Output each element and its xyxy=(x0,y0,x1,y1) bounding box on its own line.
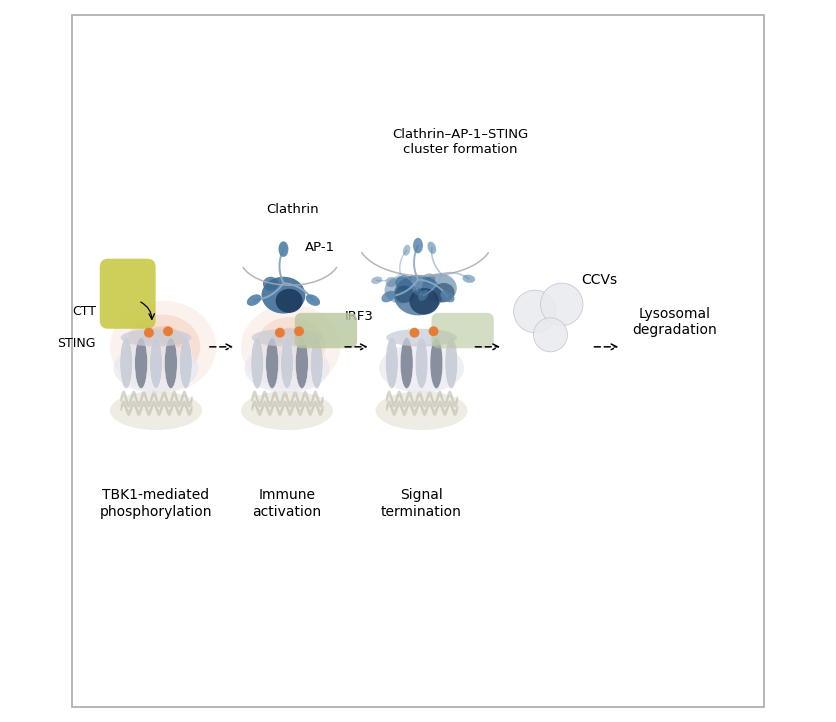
Ellipse shape xyxy=(244,343,329,393)
Text: Signal
termination: Signal termination xyxy=(381,489,462,518)
Ellipse shape xyxy=(241,391,333,430)
Ellipse shape xyxy=(421,274,456,303)
Ellipse shape xyxy=(423,274,436,284)
Ellipse shape xyxy=(381,291,395,303)
Circle shape xyxy=(429,326,439,336)
Ellipse shape xyxy=(462,274,475,283)
Ellipse shape xyxy=(268,328,313,366)
Ellipse shape xyxy=(135,338,147,388)
Ellipse shape xyxy=(150,338,162,388)
Ellipse shape xyxy=(110,301,217,393)
Ellipse shape xyxy=(180,338,192,388)
Ellipse shape xyxy=(278,241,288,257)
Ellipse shape xyxy=(445,338,457,388)
Ellipse shape xyxy=(262,277,305,313)
Ellipse shape xyxy=(427,242,436,254)
FancyBboxPatch shape xyxy=(295,313,357,348)
Ellipse shape xyxy=(114,343,198,393)
Ellipse shape xyxy=(403,245,410,256)
Ellipse shape xyxy=(385,277,397,287)
Ellipse shape xyxy=(110,391,202,430)
Text: STING: STING xyxy=(58,336,96,349)
Ellipse shape xyxy=(139,326,187,367)
Circle shape xyxy=(144,328,154,338)
Ellipse shape xyxy=(385,277,416,303)
Ellipse shape xyxy=(375,391,467,430)
Ellipse shape xyxy=(379,343,464,393)
Ellipse shape xyxy=(413,287,422,296)
Circle shape xyxy=(513,290,556,333)
Text: Immune
activation: Immune activation xyxy=(252,489,322,518)
FancyBboxPatch shape xyxy=(73,15,763,707)
Circle shape xyxy=(294,326,304,336)
Ellipse shape xyxy=(433,283,455,303)
Ellipse shape xyxy=(441,291,455,303)
Ellipse shape xyxy=(415,338,428,388)
Ellipse shape xyxy=(263,277,278,291)
Ellipse shape xyxy=(413,238,423,253)
FancyBboxPatch shape xyxy=(99,258,155,329)
Ellipse shape xyxy=(394,275,442,316)
Text: CTT: CTT xyxy=(72,305,96,318)
Ellipse shape xyxy=(395,275,412,290)
Ellipse shape xyxy=(252,329,323,347)
Ellipse shape xyxy=(126,315,201,379)
Ellipse shape xyxy=(247,295,261,306)
Ellipse shape xyxy=(385,338,398,388)
Ellipse shape xyxy=(410,288,439,315)
Ellipse shape xyxy=(120,338,133,388)
Ellipse shape xyxy=(251,338,263,388)
Ellipse shape xyxy=(241,305,340,389)
Ellipse shape xyxy=(386,329,457,347)
Ellipse shape xyxy=(276,289,303,313)
Circle shape xyxy=(275,328,285,338)
Ellipse shape xyxy=(418,290,429,301)
Ellipse shape xyxy=(281,338,293,388)
Ellipse shape xyxy=(165,338,177,388)
Circle shape xyxy=(410,328,420,338)
FancyBboxPatch shape xyxy=(431,313,494,348)
Ellipse shape xyxy=(306,295,320,306)
Text: IRF3: IRF3 xyxy=(345,310,374,323)
Ellipse shape xyxy=(266,338,278,388)
Ellipse shape xyxy=(371,277,382,284)
Circle shape xyxy=(541,283,583,326)
Ellipse shape xyxy=(310,338,323,388)
Ellipse shape xyxy=(120,329,191,347)
Text: Lysosomal
degradation: Lysosomal degradation xyxy=(633,307,717,337)
Text: Clathrin–AP-1–STING
cluster formation: Clathrin–AP-1–STING cluster formation xyxy=(392,128,528,156)
Text: Clathrin: Clathrin xyxy=(267,203,319,216)
Circle shape xyxy=(163,326,173,336)
Ellipse shape xyxy=(295,338,308,388)
Text: AP-1: AP-1 xyxy=(304,241,335,254)
Circle shape xyxy=(533,318,568,352)
Ellipse shape xyxy=(395,286,414,303)
Text: TBK1-mediated
phosphorylation: TBK1-mediated phosphorylation xyxy=(99,489,212,518)
Ellipse shape xyxy=(400,338,413,388)
Text: CCVs: CCVs xyxy=(581,273,617,287)
Ellipse shape xyxy=(256,317,325,377)
Ellipse shape xyxy=(430,338,443,388)
